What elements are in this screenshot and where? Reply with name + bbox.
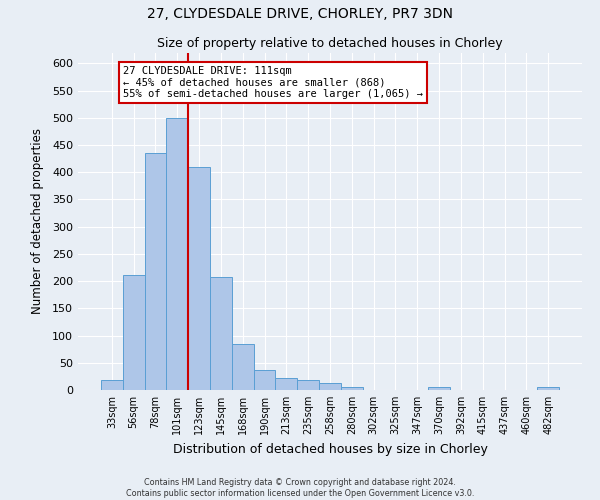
Text: 27, CLYDESDALE DRIVE, CHORLEY, PR7 3DN: 27, CLYDESDALE DRIVE, CHORLEY, PR7 3DN [147, 8, 453, 22]
Bar [166, 118, 188, 390]
Bar [275, 378, 297, 390]
Bar [210, 277, 232, 390]
Y-axis label: Number of detached properties: Number of detached properties [31, 128, 44, 314]
Bar [297, 380, 319, 390]
Bar [145, 153, 166, 390]
Bar [254, 370, 275, 390]
Bar [123, 274, 145, 390]
Bar [319, 383, 341, 390]
Text: Contains HM Land Registry data © Crown copyright and database right 2024.
Contai: Contains HM Land Registry data © Crown c… [126, 478, 474, 498]
Bar [428, 388, 450, 390]
Bar [101, 380, 123, 390]
Bar [188, 167, 210, 390]
Bar [232, 344, 254, 390]
Text: 27 CLYDESDALE DRIVE: 111sqm
← 45% of detached houses are smaller (868)
55% of se: 27 CLYDESDALE DRIVE: 111sqm ← 45% of det… [123, 66, 423, 100]
Bar [341, 386, 363, 390]
Title: Size of property relative to detached houses in Chorley: Size of property relative to detached ho… [157, 37, 503, 50]
Bar [537, 388, 559, 390]
X-axis label: Distribution of detached houses by size in Chorley: Distribution of detached houses by size … [173, 442, 487, 456]
